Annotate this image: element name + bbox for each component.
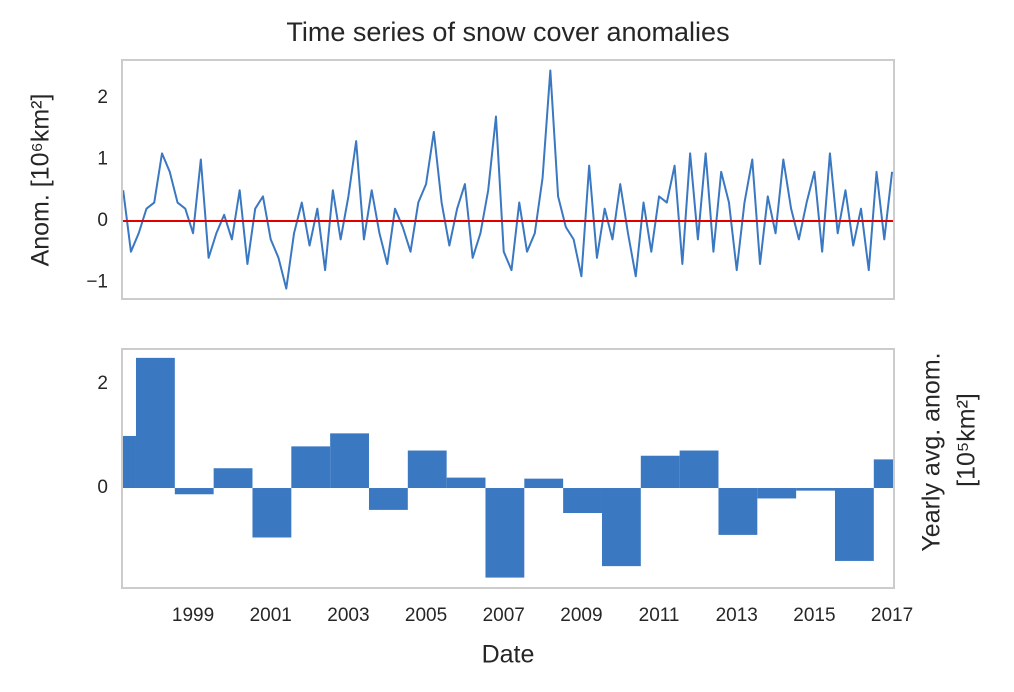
plot-area	[122, 69, 894, 290]
y-axis-label: Yearly avg. anom.	[918, 352, 946, 551]
y-tick-label: 2	[97, 87, 108, 108]
bar	[291, 446, 331, 489]
y-tick-label: 2	[97, 373, 108, 394]
bar	[873, 459, 894, 489]
axes-frame	[121, 348, 895, 589]
x-tick-label: 2001	[250, 605, 292, 626]
y-tick-label: −1	[86, 271, 108, 292]
x-tick-label: 2007	[483, 605, 525, 626]
x-tick-label: 1999	[172, 605, 214, 626]
axes-frame	[121, 59, 895, 300]
y-axis-label: [10⁵km²]	[953, 393, 981, 487]
bar	[796, 488, 835, 491]
bar	[368, 488, 408, 510]
y-tick-label: 0	[97, 210, 108, 231]
bar	[122, 435, 136, 489]
y-tick-label: 1	[97, 149, 108, 170]
bar	[213, 468, 253, 489]
bar	[252, 488, 292, 538]
x-tick-label: 2017	[871, 605, 913, 626]
bar	[407, 450, 447, 489]
bar	[135, 357, 175, 489]
bar	[718, 488, 758, 535]
bar	[485, 488, 525, 578]
y-tick-label: 0	[97, 477, 108, 498]
bar	[601, 488, 641, 567]
x-tick-label: 2015	[793, 605, 835, 626]
bar	[330, 433, 369, 489]
data-line	[122, 69, 894, 290]
x-axis-label: Date	[482, 641, 535, 669]
y-axis-label: Anom. [10⁶km²]	[27, 94, 55, 267]
plot-area	[122, 357, 894, 578]
bar	[563, 488, 602, 514]
bar	[679, 450, 719, 489]
bar	[524, 478, 564, 489]
x-tick-label: 2013	[716, 605, 758, 626]
bar	[757, 488, 797, 499]
chart-title: Time series of snow cover anomalies	[286, 17, 729, 47]
x-tick-label: 2011	[639, 605, 680, 626]
x-tick-label: 2009	[560, 605, 602, 626]
x-tick-label: 2003	[327, 605, 369, 626]
bar	[446, 477, 486, 489]
x-tick-label: 2005	[405, 605, 447, 626]
bar	[640, 455, 680, 489]
bar	[834, 488, 874, 561]
bar	[174, 488, 214, 495]
